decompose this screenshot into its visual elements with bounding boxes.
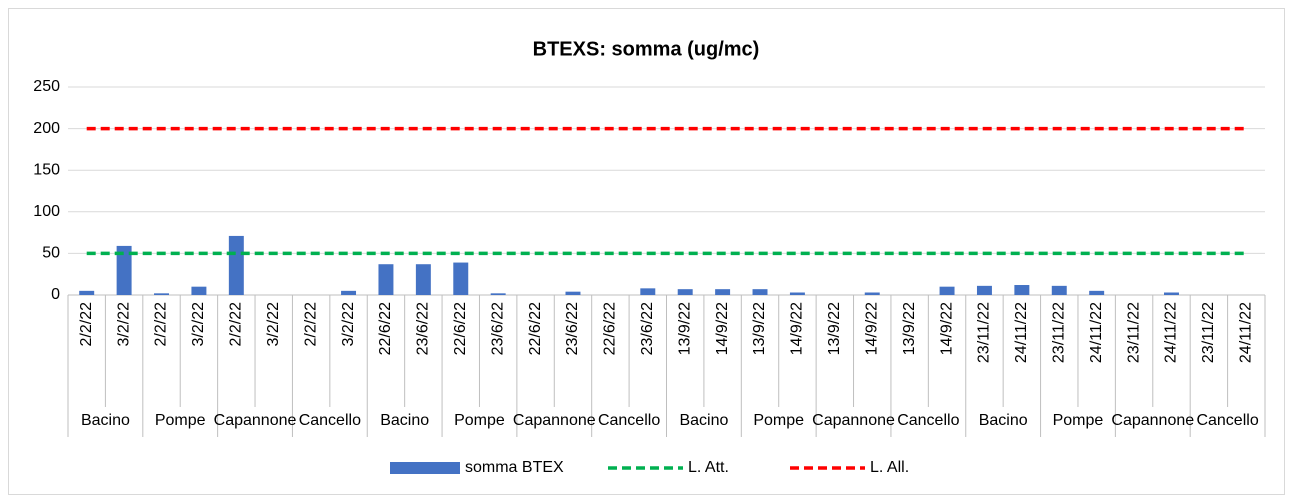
x-tick-label: 13/9/22 bbox=[826, 302, 843, 355]
x-tick-label: 23/11/22 bbox=[976, 302, 993, 363]
x-tick-label: 23/11/22 bbox=[1200, 302, 1217, 363]
bar bbox=[154, 293, 169, 295]
bar bbox=[1014, 285, 1030, 295]
bar bbox=[640, 288, 656, 295]
bar bbox=[378, 264, 394, 295]
group-label: Cancello bbox=[1196, 412, 1258, 429]
x-tick-label: 23/6/22 bbox=[639, 302, 656, 355]
group-label: Cancello bbox=[598, 412, 660, 429]
x-tick-label: 14/9/22 bbox=[789, 302, 806, 355]
x-tick-label: 2/2/22 bbox=[153, 302, 170, 347]
bar bbox=[490, 293, 506, 295]
bar bbox=[191, 286, 207, 295]
x-tick-label: 13/9/22 bbox=[751, 302, 768, 355]
x-tick-label: 3/2/22 bbox=[115, 302, 132, 347]
group-label: Pompe bbox=[454, 412, 505, 429]
group-label: Capannone bbox=[812, 412, 895, 429]
bar bbox=[752, 289, 768, 295]
bar bbox=[453, 262, 469, 295]
chart-title: BTEXS: somma (ug/mc) bbox=[533, 38, 760, 60]
group-label: Capannone bbox=[513, 412, 596, 429]
bar bbox=[1089, 290, 1105, 295]
group-label: Pompe bbox=[155, 412, 206, 429]
group-label: Cancello bbox=[897, 412, 959, 429]
bar bbox=[565, 291, 581, 295]
legend-swatch bbox=[390, 462, 460, 474]
group-label: Bacino bbox=[380, 412, 429, 429]
legend-label: L. All. bbox=[870, 459, 909, 476]
legend-label: somma BTEX bbox=[465, 459, 564, 476]
x-tick-label: 22/6/22 bbox=[602, 302, 619, 355]
bar bbox=[789, 292, 805, 295]
x-tick-label: 14/9/22 bbox=[714, 302, 731, 355]
x-tick-label: 22/6/22 bbox=[527, 302, 544, 355]
bar bbox=[341, 290, 357, 295]
group-label: Bacino bbox=[979, 412, 1028, 429]
x-tick-label: 23/11/22 bbox=[1125, 302, 1142, 363]
x-tick-label: 24/11/22 bbox=[1088, 302, 1105, 363]
x-tick-label: 24/11/22 bbox=[1163, 302, 1180, 363]
x-tick-label: 2/2/22 bbox=[228, 302, 245, 347]
x-tick-label: 3/2/22 bbox=[265, 302, 282, 347]
x-tick-label: 14/9/22 bbox=[938, 302, 955, 355]
legend-label: L. Att. bbox=[688, 459, 729, 476]
chart-border bbox=[8, 8, 1285, 495]
x-tick-label: 24/11/22 bbox=[1013, 302, 1030, 363]
x-tick-label: 22/6/22 bbox=[452, 302, 469, 355]
group-label: Capannone bbox=[214, 412, 297, 429]
y-tick-label: 250 bbox=[33, 78, 60, 95]
x-tick-label: 23/6/22 bbox=[564, 302, 581, 355]
x-tick-label: 24/11/22 bbox=[1238, 302, 1255, 363]
bar bbox=[1164, 292, 1179, 295]
x-tick-label: 23/11/22 bbox=[1050, 302, 1067, 363]
group-label: Capannone bbox=[1111, 412, 1194, 429]
bar bbox=[864, 292, 880, 295]
x-tick-label: 3/2/22 bbox=[190, 302, 207, 347]
bar bbox=[228, 235, 244, 295]
y-tick-label: 200 bbox=[33, 120, 60, 137]
x-tick-label: 2/2/22 bbox=[302, 302, 319, 347]
group-label: Pompe bbox=[1053, 412, 1104, 429]
bar bbox=[1051, 285, 1067, 295]
group-label: Cancello bbox=[299, 412, 361, 429]
group-label: Pompe bbox=[753, 412, 804, 429]
x-tick-label: 22/6/22 bbox=[377, 302, 394, 355]
x-tick-label: 13/9/22 bbox=[676, 302, 693, 355]
bar bbox=[939, 286, 955, 295]
group-label: Bacino bbox=[81, 412, 130, 429]
bar bbox=[79, 290, 95, 295]
y-tick-label: 100 bbox=[33, 203, 60, 220]
group-label: Bacino bbox=[679, 412, 728, 429]
y-tick-label: 150 bbox=[33, 161, 60, 178]
x-tick-label: 23/6/22 bbox=[489, 302, 506, 355]
bar bbox=[976, 285, 992, 295]
x-tick-label: 23/6/22 bbox=[415, 302, 432, 355]
x-tick-label: 2/2/22 bbox=[78, 302, 95, 347]
bar bbox=[116, 245, 132, 295]
x-tick-label: 14/9/22 bbox=[863, 302, 880, 355]
y-tick-label: 50 bbox=[42, 245, 60, 262]
x-tick-label: 13/9/22 bbox=[901, 302, 918, 355]
bar bbox=[677, 289, 693, 295]
bar bbox=[415, 264, 431, 295]
y-tick-label: 0 bbox=[51, 286, 60, 303]
x-tick-label: 3/2/22 bbox=[340, 302, 357, 347]
bar bbox=[715, 289, 731, 295]
